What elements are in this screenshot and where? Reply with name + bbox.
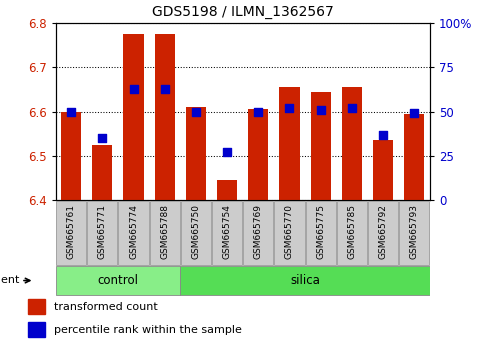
Text: transformed count: transformed count bbox=[54, 302, 158, 312]
Bar bbox=[248, 109, 269, 200]
FancyBboxPatch shape bbox=[180, 266, 430, 295]
Text: control: control bbox=[98, 274, 139, 287]
FancyBboxPatch shape bbox=[274, 201, 305, 265]
Bar bbox=[28, 299, 45, 314]
Text: GSM665769: GSM665769 bbox=[254, 204, 263, 259]
Bar bbox=[61, 112, 81, 200]
Point bbox=[285, 105, 293, 111]
Text: GSM665750: GSM665750 bbox=[191, 204, 200, 259]
Point bbox=[317, 107, 325, 113]
Point bbox=[99, 135, 106, 141]
FancyBboxPatch shape bbox=[212, 201, 242, 265]
FancyBboxPatch shape bbox=[306, 201, 336, 265]
Text: GSM665792: GSM665792 bbox=[379, 204, 387, 259]
FancyBboxPatch shape bbox=[87, 201, 117, 265]
Text: percentile rank within the sample: percentile rank within the sample bbox=[54, 325, 242, 335]
Point bbox=[255, 109, 262, 114]
Text: GSM665774: GSM665774 bbox=[129, 204, 138, 259]
Bar bbox=[279, 87, 299, 200]
FancyBboxPatch shape bbox=[118, 201, 149, 265]
Text: GSM665788: GSM665788 bbox=[160, 204, 169, 259]
Bar bbox=[92, 145, 113, 200]
Point bbox=[379, 132, 387, 137]
Bar bbox=[217, 180, 237, 200]
Text: GSM665754: GSM665754 bbox=[223, 204, 232, 259]
Text: GSM665775: GSM665775 bbox=[316, 204, 325, 259]
Bar bbox=[123, 34, 143, 200]
Bar bbox=[186, 107, 206, 200]
FancyBboxPatch shape bbox=[150, 201, 180, 265]
Bar bbox=[373, 140, 393, 200]
Bar bbox=[28, 322, 45, 337]
Bar bbox=[155, 34, 175, 200]
FancyBboxPatch shape bbox=[56, 201, 86, 265]
Text: GSM665771: GSM665771 bbox=[98, 204, 107, 259]
Bar bbox=[342, 87, 362, 200]
Point bbox=[67, 109, 75, 114]
Text: agent: agent bbox=[0, 275, 19, 285]
Text: silica: silica bbox=[290, 274, 320, 287]
Point bbox=[161, 86, 169, 91]
Point bbox=[348, 105, 356, 111]
FancyBboxPatch shape bbox=[56, 266, 180, 295]
Text: GSM665793: GSM665793 bbox=[410, 204, 419, 259]
FancyBboxPatch shape bbox=[399, 201, 429, 265]
Point bbox=[411, 110, 418, 116]
FancyBboxPatch shape bbox=[368, 201, 398, 265]
Point bbox=[129, 86, 137, 91]
Bar bbox=[404, 114, 425, 200]
Text: GSM665761: GSM665761 bbox=[67, 204, 76, 259]
Point bbox=[223, 149, 231, 155]
Bar bbox=[311, 92, 331, 200]
Text: GSM665770: GSM665770 bbox=[285, 204, 294, 259]
FancyBboxPatch shape bbox=[243, 201, 273, 265]
FancyBboxPatch shape bbox=[181, 201, 211, 265]
Point bbox=[192, 109, 200, 114]
FancyBboxPatch shape bbox=[337, 201, 367, 265]
Text: GSM665785: GSM665785 bbox=[347, 204, 356, 259]
Title: GDS5198 / ILMN_1362567: GDS5198 / ILMN_1362567 bbox=[152, 5, 334, 19]
